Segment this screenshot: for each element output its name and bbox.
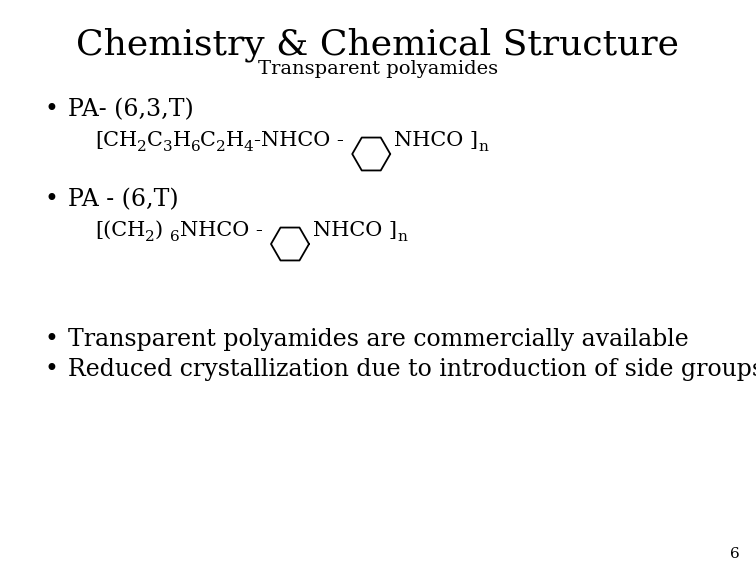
Text: 3: 3 xyxy=(163,140,172,154)
Text: 6: 6 xyxy=(730,547,740,561)
Text: H: H xyxy=(226,131,244,150)
Text: Transparent polyamides are commercially available: Transparent polyamides are commercially … xyxy=(68,328,689,351)
Text: Chemistry & Chemical Structure: Chemistry & Chemical Structure xyxy=(76,28,680,63)
Text: Transparent polyamides: Transparent polyamides xyxy=(258,60,498,78)
Text: ): ) xyxy=(155,221,163,240)
Text: n: n xyxy=(397,230,407,244)
Text: [(CH: [(CH xyxy=(95,221,145,240)
Text: NHCO -: NHCO - xyxy=(179,221,269,240)
Text: NHCO ]: NHCO ] xyxy=(394,131,479,150)
Text: PA - (6,T): PA - (6,T) xyxy=(68,188,178,211)
Text: •: • xyxy=(45,358,59,381)
Text: 2: 2 xyxy=(137,140,147,154)
Text: [CH: [CH xyxy=(95,131,137,150)
Text: •: • xyxy=(45,328,59,351)
Text: Reduced crystallization due to introduction of side groups: Reduced crystallization due to introduct… xyxy=(68,358,756,381)
Text: C: C xyxy=(200,131,216,150)
Text: H: H xyxy=(172,131,191,150)
Text: •: • xyxy=(45,188,59,211)
Text: PA- (6,3,T): PA- (6,3,T) xyxy=(68,98,194,121)
Text: 6: 6 xyxy=(191,140,200,154)
Text: 6: 6 xyxy=(170,230,179,244)
Text: 4: 4 xyxy=(244,140,254,154)
Text: n: n xyxy=(479,140,488,154)
Text: NHCO ]: NHCO ] xyxy=(313,221,397,240)
Text: C: C xyxy=(147,131,163,150)
Text: 2: 2 xyxy=(145,230,155,244)
Text: -NHCO -: -NHCO - xyxy=(254,131,350,150)
Text: 2: 2 xyxy=(216,140,226,154)
Text: •: • xyxy=(45,98,59,121)
